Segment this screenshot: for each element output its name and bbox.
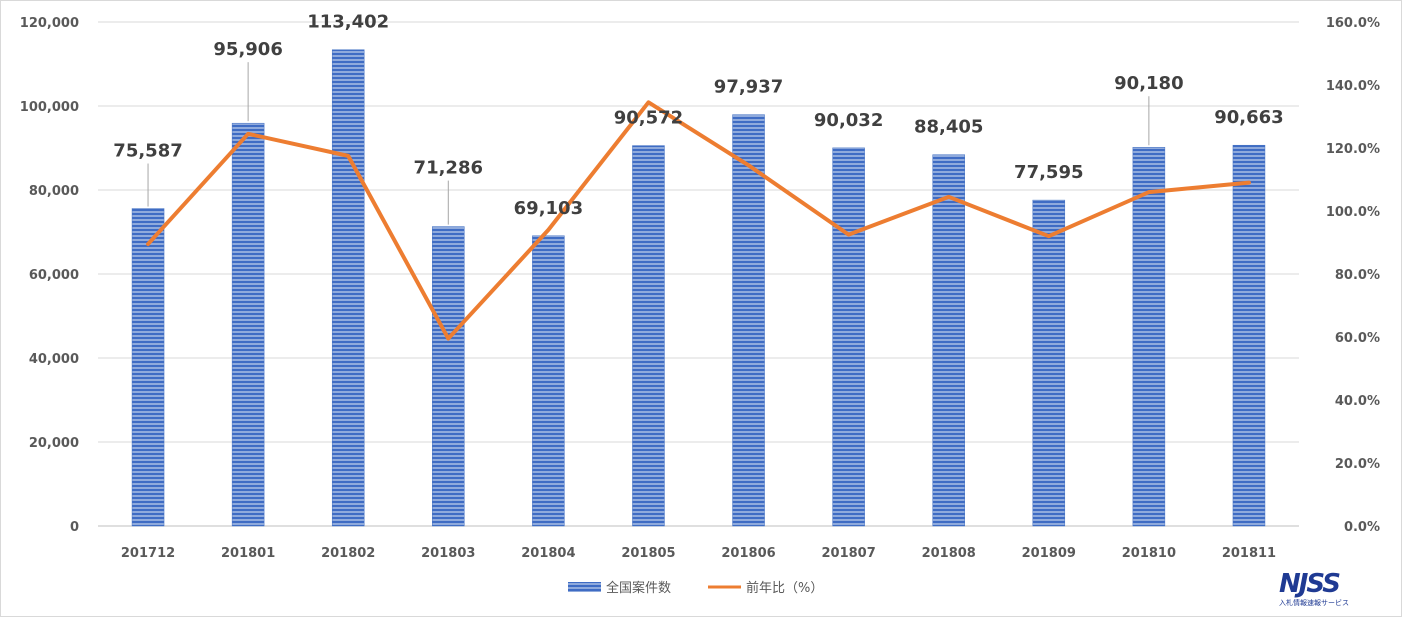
data-label: 75,587 <box>113 141 182 162</box>
y-right-tick-label: 100.0% <box>1326 205 1380 220</box>
leader-lines <box>147 62 1150 225</box>
x-tick-label: 201811 <box>1222 546 1276 561</box>
data-labels: 75,587 95,906 113,402 71,286 69,103 90,572 97,… <box>113 12 1283 219</box>
x-tick-label: 201806 <box>721 546 775 561</box>
data-label: 69,103 <box>514 198 583 219</box>
bar <box>231 122 265 527</box>
data-label: 113,402 <box>307 12 389 33</box>
bar <box>732 114 765 527</box>
y-right-tick-label: 80.0% <box>1335 268 1380 283</box>
y-left-tick-label: 60,000 <box>29 268 79 283</box>
x-tick-label: 201807 <box>821 546 875 561</box>
njss-logo: NJSS 入札情報速報サービス <box>1271 569 1381 613</box>
x-tick-label: 201808 <box>922 546 976 561</box>
data-label: 90,663 <box>1214 107 1283 128</box>
logo-tagline: 入札情報速報サービス <box>1279 599 1349 607</box>
data-label: 71,286 <box>414 158 483 179</box>
left-axis: 0 20,000 40,000 60,000 80,000 100,000 120,000 <box>20 16 79 535</box>
x-tick-label: 201802 <box>321 546 375 561</box>
y-left-tick-label: 100,000 <box>20 100 79 115</box>
x-tick-label: 201712 <box>121 546 175 561</box>
bar <box>932 154 965 527</box>
bar <box>1232 144 1266 527</box>
bar <box>131 208 165 527</box>
y-right-tick-label: 140.0% <box>1326 79 1380 94</box>
y-right-tick-label: 40.0% <box>1335 394 1380 409</box>
data-label: 90,572 <box>614 108 683 129</box>
data-label: 95,906 <box>213 39 282 60</box>
legend-bar-label: 全国案件数 <box>606 580 671 596</box>
line-series <box>146 100 1251 341</box>
legend-bar-swatch <box>568 582 601 592</box>
x-tick-label: 201805 <box>621 546 675 561</box>
y-left-tick-label: 80,000 <box>29 184 79 199</box>
y-right-tick-label: 20.0% <box>1335 457 1380 472</box>
bar-series <box>131 49 1266 527</box>
bar <box>1132 146 1166 527</box>
y-left-tick-label: 0 <box>70 520 79 535</box>
data-label: 77,595 <box>1014 162 1083 183</box>
data-label: 90,032 <box>814 110 883 131</box>
x-tick-label: 201803 <box>421 546 475 561</box>
y-left-tick-label: 20,000 <box>29 436 79 451</box>
gridlines <box>98 21 1299 527</box>
x-tick-label: 201810 <box>1122 546 1176 561</box>
bar <box>331 49 365 527</box>
data-label: 97,937 <box>714 77 783 98</box>
legend-line-label: 前年比（%） <box>746 580 823 596</box>
bar <box>432 226 465 527</box>
x-axis: 201712 201801 201802 201803 201804 201805 2018… <box>121 546 1276 561</box>
data-label: 90,180 <box>1114 73 1183 94</box>
bar <box>1032 199 1066 527</box>
y-left-tick-label: 120,000 <box>20 16 79 31</box>
y-right-tick-label: 120.0% <box>1326 142 1380 157</box>
bar <box>632 145 665 527</box>
legend: 全国案件数 前年比（%） <box>568 580 823 596</box>
right-axis: 0.0% 20.0% 40.0% 60.0% 80.0% 100.0% 120.0% 140.… <box>1326 16 1380 535</box>
line-path <box>146 100 1251 341</box>
x-tick-label: 201804 <box>521 546 575 561</box>
bar <box>832 147 865 527</box>
x-tick-label: 201801 <box>221 546 275 561</box>
y-left-tick-label: 40,000 <box>29 352 79 367</box>
y-right-tick-label: 160.0% <box>1326 16 1380 31</box>
x-tick-label: 201809 <box>1022 546 1076 561</box>
y-right-tick-label: 60.0% <box>1335 331 1380 346</box>
data-label: 88,405 <box>914 117 983 138</box>
bar <box>532 235 565 527</box>
y-right-tick-label: 0.0% <box>1344 520 1380 535</box>
logo-wordmark: NJSS <box>1279 569 1341 599</box>
